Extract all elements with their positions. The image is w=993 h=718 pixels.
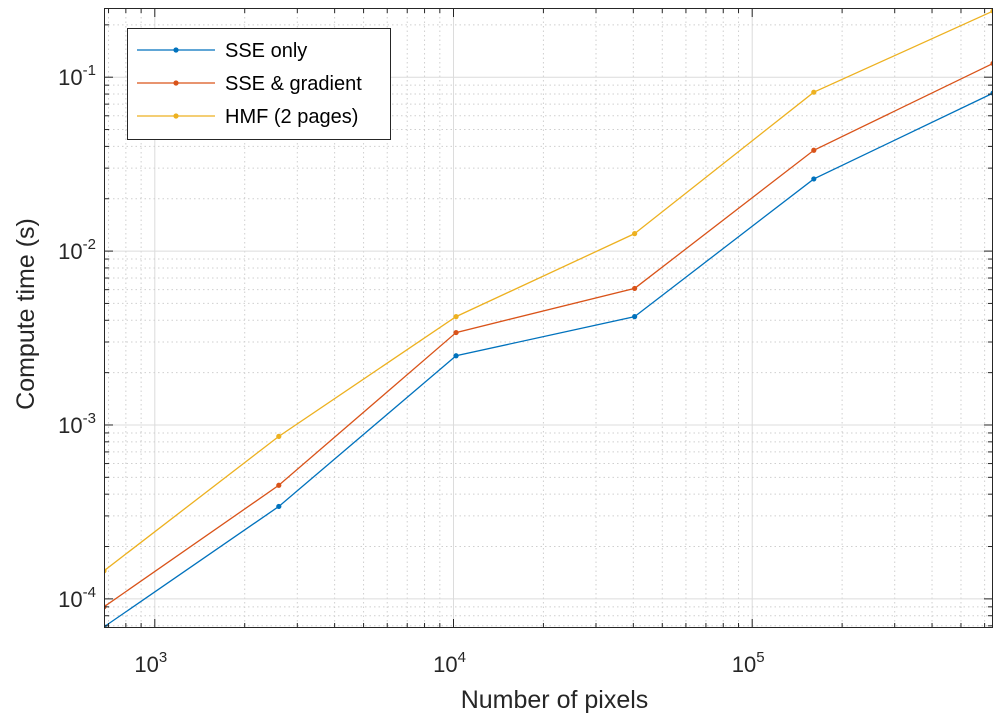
tick-labels: 103 104 105 10-4 10-3 10-2 10-1: [58, 62, 764, 677]
data-point: [276, 503, 282, 510]
series-layer: [104, 8, 993, 628]
legend-label: SSE only: [225, 40, 307, 62]
series-2: [104, 60, 993, 610]
x-tick-label: 104: [433, 649, 466, 677]
y-tick-label: 10-3: [58, 410, 96, 438]
legend-item: SSE & gradient: [137, 73, 362, 95]
data-point: [632, 314, 638, 320]
data-point: [632, 285, 638, 292]
legend-swatch-marker: [173, 80, 179, 86]
data-point: [276, 433, 282, 439]
ticks: [104, 8, 993, 628]
series-3: [104, 8, 993, 574]
legend-item: SSE only: [137, 40, 307, 62]
legend: SSE only SSE & gradient HMF (2 pages): [127, 28, 391, 140]
y-tick-label: 10-4: [58, 584, 96, 612]
series-line: [104, 62, 993, 608]
x-tick-label: 105: [732, 649, 765, 677]
legend-swatch-marker: [173, 113, 179, 119]
legend-swatch-marker: [173, 47, 179, 53]
data-point: [811, 147, 817, 153]
legend-label: SSE & gradient: [225, 73, 362, 95]
y-axis-title: Compute time (s): [12, 218, 40, 410]
data-point: [811, 176, 817, 182]
legend-item: HMF (2 pages): [137, 106, 358, 128]
data-point: [453, 353, 459, 359]
x-axis-title: Number of pixels: [461, 686, 649, 714]
data-point: [453, 314, 459, 320]
legend-box: [127, 28, 391, 140]
y-tick-label: 10-1: [58, 62, 96, 90]
data-point: [632, 231, 638, 237]
data-point: [453, 329, 459, 336]
series-line: [104, 10, 993, 572]
data-point: [811, 89, 817, 95]
legend-label: HMF (2 pages): [225, 106, 358, 128]
series-line: [104, 92, 993, 628]
data-point: [276, 482, 282, 488]
y-tick-label: 10-2: [58, 236, 96, 264]
x-tick-label: 103: [134, 649, 167, 677]
